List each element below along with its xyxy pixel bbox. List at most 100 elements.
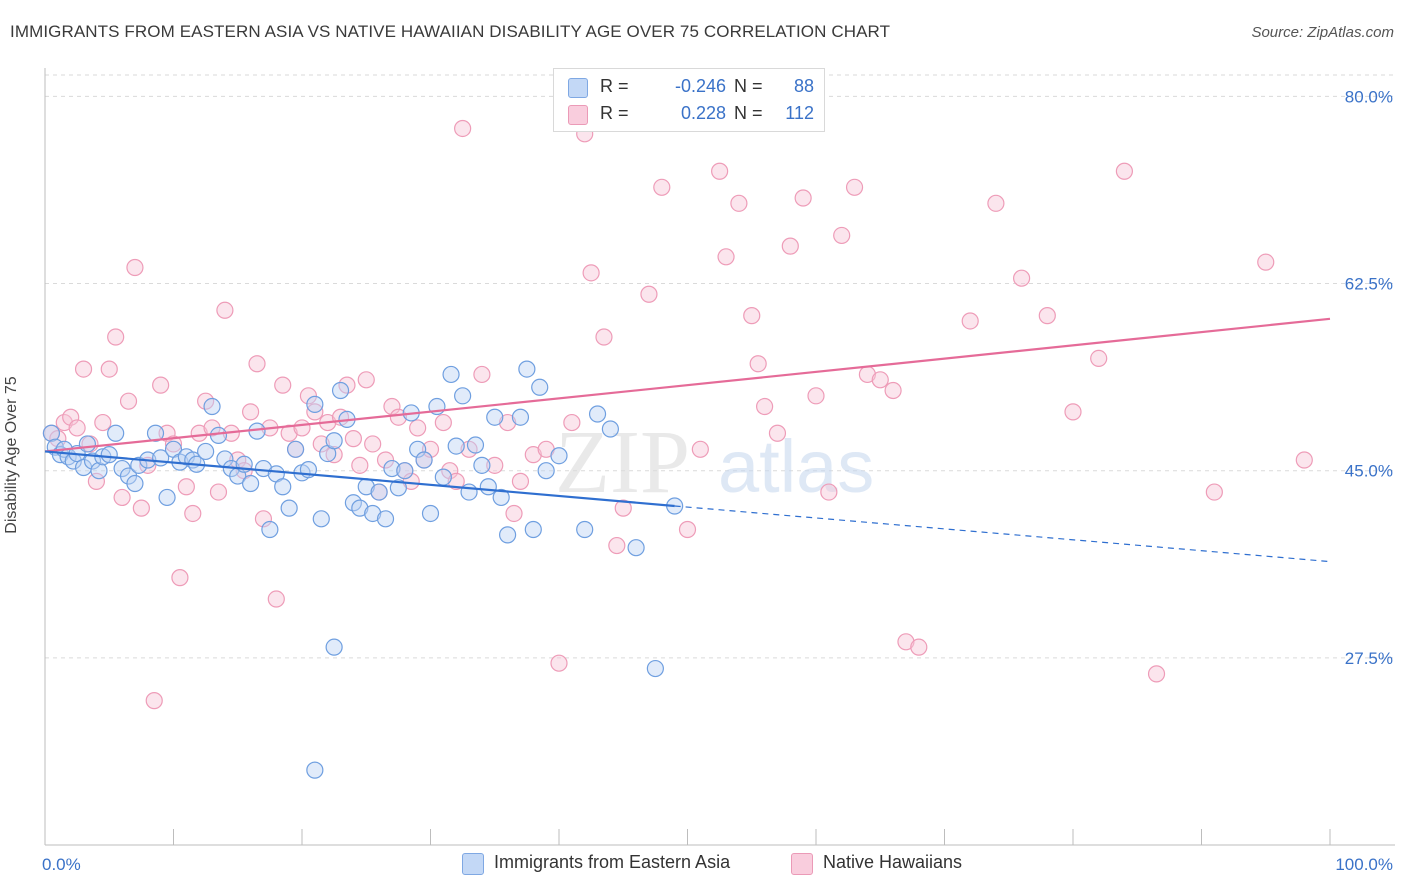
point-eastern-asia [524,520,542,539]
x-tick-label-max: 100.0% [1335,855,1393,874]
point-native-hawaiians [1147,665,1166,683]
point-native-hawaiians [807,387,825,405]
point-eastern-asia [325,638,343,656]
point-native-hawaiians [351,456,369,474]
trend-line-eastern-asia [44,450,675,508]
point-native-hawaiians [389,408,407,426]
point-eastern-asia [442,365,460,384]
point-native-hawaiians [505,504,523,523]
point-eastern-asia [499,526,517,544]
point-native-hawaiians [884,381,902,400]
point-native-hawaiians [987,194,1005,212]
point-native-hawaiians [357,371,375,389]
point-native-hawaiians [768,424,787,442]
point-native-hawaiians [794,189,812,207]
point-native-hawaiians [1038,307,1056,325]
point-native-hawaiians [563,413,581,432]
point-eastern-asia [460,483,478,501]
legend-swatch-pink [568,105,588,125]
point-eastern-asia [42,424,61,442]
point-native-hawaiians [678,520,697,539]
point-eastern-asia [531,378,549,396]
point-native-hawaiians [743,307,761,325]
point-native-hawaiians [383,397,401,416]
source-credit: Source: ZipAtlas.com [1251,24,1394,41]
legend-n-value-blue: 88 [793,76,814,96]
point-eastern-asia [331,381,350,400]
point-native-hawaiians [421,440,440,458]
point-native-hawaiians [434,413,452,432]
point-eastern-asia [312,510,330,528]
point-native-hawaiians [274,376,292,394]
point-eastern-asia [376,510,395,528]
point-native-hawaiians [119,392,138,410]
point-native-hawaiians [749,355,767,373]
point-eastern-asia [454,387,472,405]
point-eastern-asia [107,424,125,442]
point-native-hawaiians [550,654,568,672]
chart-title: IMMIGRANTS FROM EASTERN ASIA VS NATIVE H… [10,22,891,41]
legend-r-label: R = [600,103,629,123]
point-eastern-asia [126,474,144,493]
point-native-hawaiians [871,371,889,389]
y-tick-label: 80.0% [1345,87,1393,106]
point-eastern-asia [550,447,568,465]
y-tick-label: 45.0% [1345,462,1393,481]
legend-r-label: R = [600,76,629,96]
point-native-hawaiians [717,248,735,266]
watermark-zip: ZIP [555,413,690,512]
point-native-hawaiians [293,419,311,437]
point-eastern-asia [306,761,324,779]
point-native-hawaiians [152,376,170,394]
point-native-hawaiians [364,435,382,453]
point-native-hawaiians [711,162,729,180]
y-tick-label: 27.5% [1345,649,1393,668]
point-native-hawaiians [68,419,86,437]
point-native-hawaiians [730,194,748,212]
point-eastern-asia [421,504,440,523]
point-native-hawaiians [87,472,106,490]
x-tick-label-min: 0.0% [42,855,81,874]
point-native-hawaiians [511,472,530,490]
point-eastern-asia [100,446,118,464]
point-eastern-asia [130,456,148,474]
point-eastern-asia [364,504,382,523]
point-native-hawaiians [1257,253,1275,271]
point-native-hawaiians [107,328,125,346]
point-native-hawaiians [653,178,671,196]
point-native-hawaiians [344,430,362,448]
point-native-hawaiians [595,328,613,346]
point-native-hawaiians [267,590,285,608]
point-native-hawaiians [486,456,504,474]
legend-swatch-blue [568,78,588,98]
tick-labels: 80.0% 62.5% 45.0% 27.5% 0.0% 100.0% [42,87,1393,874]
point-native-hawaiians [691,440,709,458]
point-native-hawaiians [74,360,93,378]
point-eastern-asia [466,436,485,454]
point-eastern-asia [486,408,504,426]
point-eastern-asia [389,479,407,497]
point-native-hawaiians [113,488,131,507]
point-eastern-asia [274,478,292,496]
point-eastern-asia [242,474,260,493]
point-native-hawaiians [1012,269,1031,287]
point-native-hawaiians [845,178,864,196]
point-eastern-asia [473,456,491,474]
point-eastern-asia [492,488,510,507]
point-eastern-asia [280,499,298,517]
point-eastern-asia [646,659,664,678]
axes [44,68,1395,846]
point-native-hawaiians [312,435,330,453]
watermark-atlas: atlas [718,425,874,508]
legend-n-label: N = [734,103,763,123]
point-native-hawaiians [1090,349,1108,368]
bottom-legend-label-blue: Immigrants from Eastern Asia [494,852,731,872]
legend-r-value-pink: 0.228 [680,103,726,123]
point-native-hawaiians [209,483,228,501]
point-eastern-asia [158,488,176,507]
point-eastern-asia [537,462,555,480]
point-eastern-asia [511,408,530,426]
point-eastern-asia [351,499,369,517]
point-eastern-asia [576,520,594,539]
point-native-hawaiians [755,397,774,416]
